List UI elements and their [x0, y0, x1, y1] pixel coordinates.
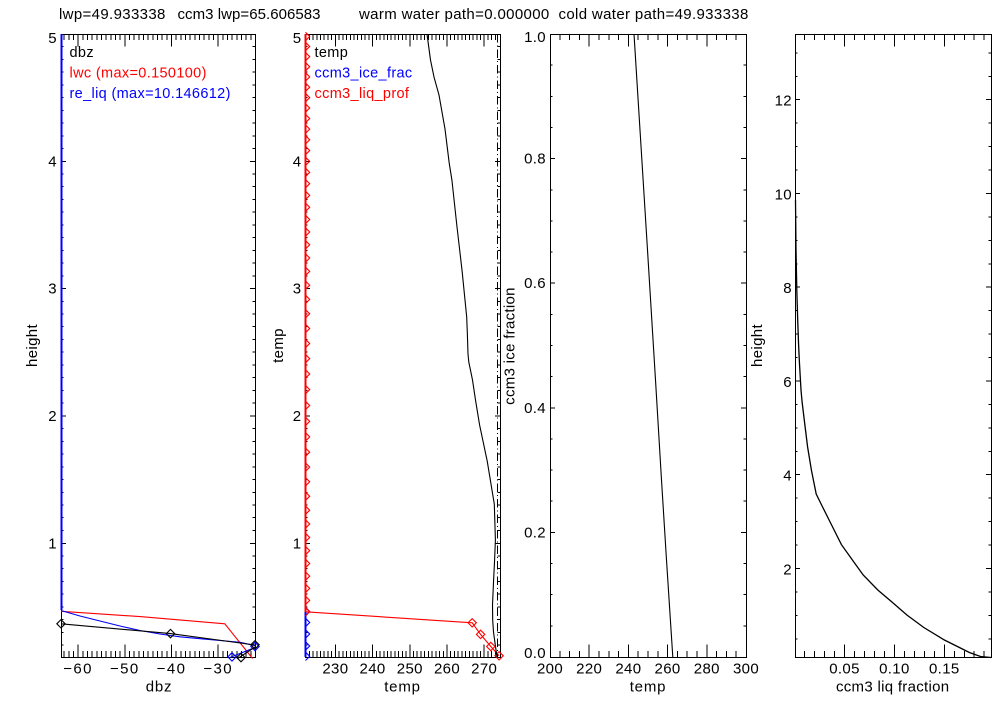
svg-text:−30: −30	[203, 660, 233, 677]
svg-text:temp: temp	[630, 679, 667, 696]
svg-text:220: 220	[576, 660, 602, 677]
svg-text:height: height	[749, 324, 766, 367]
svg-text:0.6: 0.6	[524, 275, 546, 292]
svg-text:re_liq (max=10.146612): re_liq (max=10.146612)	[70, 86, 231, 102]
svg-text:0.8: 0.8	[524, 151, 546, 168]
svg-text:ccm3_ice_frac: ccm3_ice_frac	[315, 65, 413, 81]
svg-text:5: 5	[293, 30, 302, 47]
svg-text:dbz: dbz	[146, 679, 173, 696]
svg-text:1: 1	[48, 535, 57, 552]
svg-text:4: 4	[48, 153, 57, 170]
svg-text:240: 240	[615, 660, 641, 677]
svg-text:ccm3_liq_prof: ccm3_liq_prof	[315, 86, 410, 102]
svg-text:300: 300	[733, 660, 759, 677]
svg-text:2: 2	[48, 408, 57, 425]
svg-text:ccm3 ice fraction: ccm3 ice fraction	[502, 287, 519, 405]
svg-text:temp: temp	[315, 45, 349, 61]
svg-text:2: 2	[783, 562, 792, 579]
svg-text:5: 5	[48, 30, 57, 47]
svg-text:lwc (max=0.150100): lwc (max=0.150100)	[70, 65, 207, 81]
svg-text:2: 2	[293, 408, 302, 425]
svg-text:260: 260	[434, 660, 460, 677]
svg-text:−40: −40	[157, 660, 187, 677]
svg-text:4: 4	[293, 153, 302, 170]
svg-text:lwp=49.933338: lwp=49.933338	[59, 6, 166, 23]
svg-text:8: 8	[783, 280, 792, 297]
svg-text:280: 280	[694, 660, 720, 677]
svg-text:temp: temp	[384, 679, 421, 696]
svg-text:3: 3	[293, 281, 302, 298]
svg-text:200: 200	[537, 660, 563, 677]
svg-text:1.0: 1.0	[524, 29, 546, 46]
svg-text:1: 1	[293, 535, 302, 552]
svg-text:0.0: 0.0	[524, 645, 546, 662]
svg-text:ccm3 lwp=65.606583: ccm3 lwp=65.606583	[178, 6, 321, 23]
svg-text:10: 10	[775, 187, 792, 204]
svg-text:dbz: dbz	[70, 45, 94, 61]
svg-text:230: 230	[322, 660, 348, 677]
svg-text:3: 3	[48, 281, 57, 298]
svg-text:6: 6	[783, 374, 792, 391]
svg-text:12: 12	[775, 93, 792, 110]
svg-text:250: 250	[397, 660, 423, 677]
svg-text:4: 4	[783, 468, 792, 485]
svg-text:ccm3 liq fraction: ccm3 liq fraction	[836, 679, 949, 696]
svg-text:cold water path=49.933338: cold water path=49.933338	[559, 6, 749, 23]
svg-text:height: height	[24, 324, 41, 367]
svg-text:0.15: 0.15	[929, 660, 960, 677]
svg-text:0.4: 0.4	[524, 400, 546, 417]
svg-text:270: 270	[471, 660, 497, 677]
svg-text:warm water path=0.000000: warm water path=0.000000	[358, 6, 550, 23]
svg-text:0.05: 0.05	[829, 660, 860, 677]
svg-text:0.10: 0.10	[879, 660, 910, 677]
svg-text:240: 240	[360, 660, 386, 677]
svg-text:0.2: 0.2	[524, 524, 546, 541]
svg-text:−50: −50	[110, 660, 140, 677]
svg-text:−60: −60	[63, 660, 93, 677]
svg-text:temp: temp	[270, 328, 287, 363]
svg-text:260: 260	[655, 660, 681, 677]
